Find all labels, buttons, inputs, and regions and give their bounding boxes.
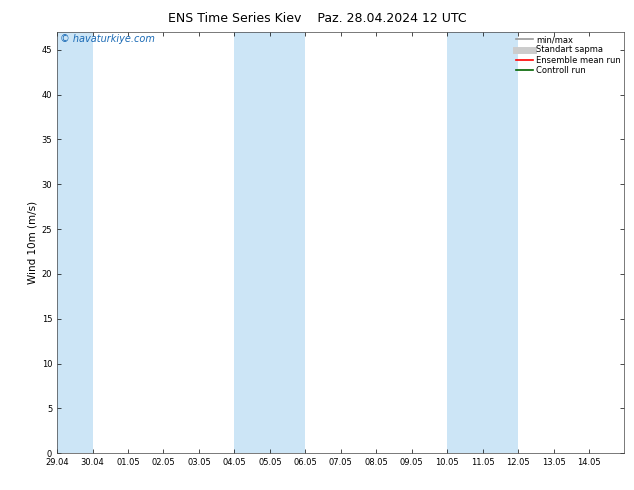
Bar [235, 32, 306, 453]
Text: ENS Time Series Kiev    Paz. 28.04.2024 12 UTC: ENS Time Series Kiev Paz. 28.04.2024 12 … [167, 12, 467, 25]
Text: © havaturkiye.com: © havaturkiye.com [60, 34, 155, 44]
Y-axis label: Wind 10m (m/s): Wind 10m (m/s) [27, 201, 37, 284]
Legend: min/max, Standart sapma, Ensemble mean run, Controll run: min/max, Standart sapma, Ensemble mean r… [515, 33, 623, 76]
Bar [57, 32, 93, 453]
Bar [447, 32, 518, 453]
